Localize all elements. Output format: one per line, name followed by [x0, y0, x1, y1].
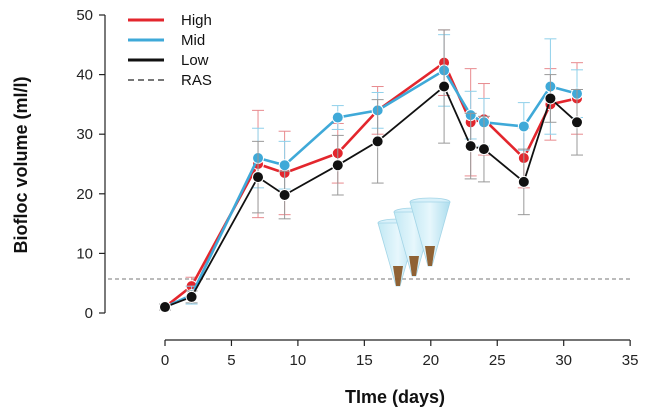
y-tick-label: 50 [76, 7, 93, 24]
x-ticks: 0 5 10 15 20 25 30 35 [161, 340, 639, 369]
data-point [464, 140, 477, 153]
data-point [331, 159, 344, 172]
x-tick-label: 30 [555, 352, 572, 369]
y-tick-label: 0 [85, 305, 93, 322]
x-tick-label: 10 [290, 352, 307, 369]
legend-label: Mid [181, 32, 205, 49]
legend-label: Low [181, 52, 209, 69]
x-tick-label: 20 [422, 352, 439, 369]
series-high [159, 29, 583, 314]
x-axis-title: TIme (days) [345, 387, 445, 407]
x-tick-label: 35 [622, 352, 639, 369]
data-point [331, 111, 344, 124]
y-tick-label: 30 [76, 126, 93, 143]
y-tick-label: 20 [76, 186, 93, 203]
series-line [164, 85, 578, 308]
data-point [159, 301, 171, 314]
data-point [371, 135, 384, 148]
data-point [477, 143, 490, 156]
data-point [252, 171, 265, 184]
data-point [570, 116, 583, 129]
data-point [544, 92, 557, 105]
series-mid [159, 34, 583, 314]
y-tick-label: 10 [76, 245, 93, 262]
y-axis-title: Biofloc volume (ml/l) [11, 76, 31, 253]
x-tick-label: 0 [161, 352, 169, 369]
legend-label: RAS [181, 72, 212, 89]
imhoff-cone-icon [377, 197, 451, 287]
legend: High Mid Low RAS [128, 12, 212, 89]
series-line [164, 68, 578, 309]
data-point [278, 188, 291, 201]
x-tick-label: 15 [356, 352, 373, 369]
data-point [438, 80, 451, 93]
data-point [517, 175, 530, 188]
series-low [159, 29, 583, 314]
series-line [164, 60, 578, 309]
x-tick-label: 5 [227, 352, 235, 369]
data-point [278, 159, 291, 172]
y-ticks: 0 10 20 30 40 50 [76, 7, 105, 322]
data-point [517, 120, 530, 133]
plot-area [159, 29, 583, 314]
data-point [185, 290, 198, 303]
y-tick-label: 40 [76, 67, 93, 84]
x-tick-label: 25 [489, 352, 506, 369]
legend-label: High [181, 12, 212, 29]
